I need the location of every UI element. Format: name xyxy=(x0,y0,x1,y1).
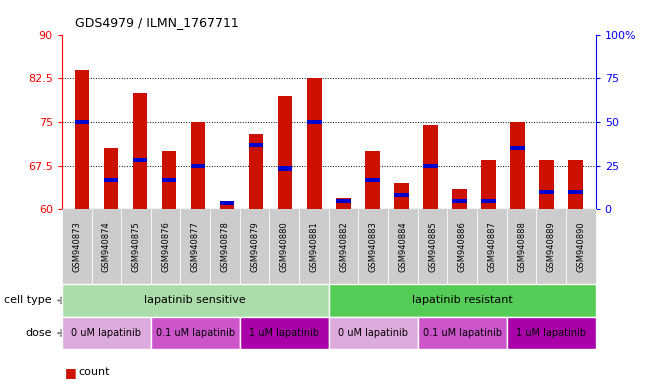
Bar xyxy=(452,199,467,203)
Text: dose: dose xyxy=(25,328,52,338)
Text: GSM940879: GSM940879 xyxy=(250,221,259,272)
Text: GSM940874: GSM940874 xyxy=(102,221,111,272)
Text: lapatinib sensitive: lapatinib sensitive xyxy=(145,295,246,306)
Text: GSM940886: GSM940886 xyxy=(458,221,467,272)
Bar xyxy=(220,202,234,205)
Text: GSM940877: GSM940877 xyxy=(191,221,200,272)
Text: GDS4979 / ILMN_1767711: GDS4979 / ILMN_1767711 xyxy=(75,16,239,29)
Text: GSM940876: GSM940876 xyxy=(161,221,170,272)
Bar xyxy=(510,146,525,150)
Bar xyxy=(336,199,350,203)
Text: cell type: cell type xyxy=(5,295,52,306)
Bar xyxy=(75,70,89,209)
Bar xyxy=(365,178,380,182)
Text: 1 uM lapatinib: 1 uM lapatinib xyxy=(516,328,586,338)
Bar xyxy=(133,93,147,209)
Text: count: count xyxy=(78,367,109,377)
Bar xyxy=(394,183,409,209)
Text: GSM940885: GSM940885 xyxy=(428,221,437,272)
Text: GSM940884: GSM940884 xyxy=(398,221,408,272)
Bar xyxy=(104,148,118,209)
Bar xyxy=(481,199,495,203)
Text: 0.1 uM lapatinib: 0.1 uM lapatinib xyxy=(422,328,502,338)
Bar xyxy=(104,178,118,182)
Bar xyxy=(75,120,89,124)
Bar xyxy=(394,193,409,197)
Bar xyxy=(162,178,176,182)
Bar xyxy=(452,189,467,209)
Text: GSM940883: GSM940883 xyxy=(368,221,378,272)
Bar xyxy=(481,160,495,209)
Text: 0 uM lapatinib: 0 uM lapatinib xyxy=(339,328,408,338)
Bar xyxy=(249,143,264,147)
Text: GSM940887: GSM940887 xyxy=(488,221,496,272)
Text: GSM940888: GSM940888 xyxy=(517,221,526,272)
Text: 0 uM lapatinib: 0 uM lapatinib xyxy=(72,328,141,338)
Text: GSM940881: GSM940881 xyxy=(309,221,318,272)
Bar xyxy=(539,160,553,209)
Bar xyxy=(307,120,322,124)
Bar xyxy=(249,134,264,209)
Bar xyxy=(133,158,147,162)
Bar xyxy=(365,151,380,209)
Bar xyxy=(568,190,583,194)
Text: GSM940890: GSM940890 xyxy=(576,222,585,272)
Text: GSM940882: GSM940882 xyxy=(339,221,348,272)
Bar xyxy=(278,96,292,209)
Bar xyxy=(423,125,437,209)
Text: lapatinib resistant: lapatinib resistant xyxy=(412,295,512,306)
Bar xyxy=(191,164,206,168)
Bar xyxy=(278,167,292,170)
Text: ■: ■ xyxy=(65,366,77,379)
Text: GSM940889: GSM940889 xyxy=(547,221,556,272)
Bar xyxy=(307,78,322,209)
Bar xyxy=(568,160,583,209)
Bar xyxy=(423,164,437,168)
Bar xyxy=(336,198,350,209)
Text: 1 uM lapatinib: 1 uM lapatinib xyxy=(249,328,319,338)
Text: 0.1 uM lapatinib: 0.1 uM lapatinib xyxy=(156,328,235,338)
Bar xyxy=(220,200,234,209)
Text: GSM940873: GSM940873 xyxy=(72,221,81,272)
Bar xyxy=(162,151,176,209)
Bar xyxy=(191,122,206,209)
Bar xyxy=(539,190,553,194)
Bar xyxy=(510,122,525,209)
Text: GSM940875: GSM940875 xyxy=(132,221,141,272)
Text: GSM940878: GSM940878 xyxy=(221,221,229,272)
Text: GSM940880: GSM940880 xyxy=(280,221,289,272)
